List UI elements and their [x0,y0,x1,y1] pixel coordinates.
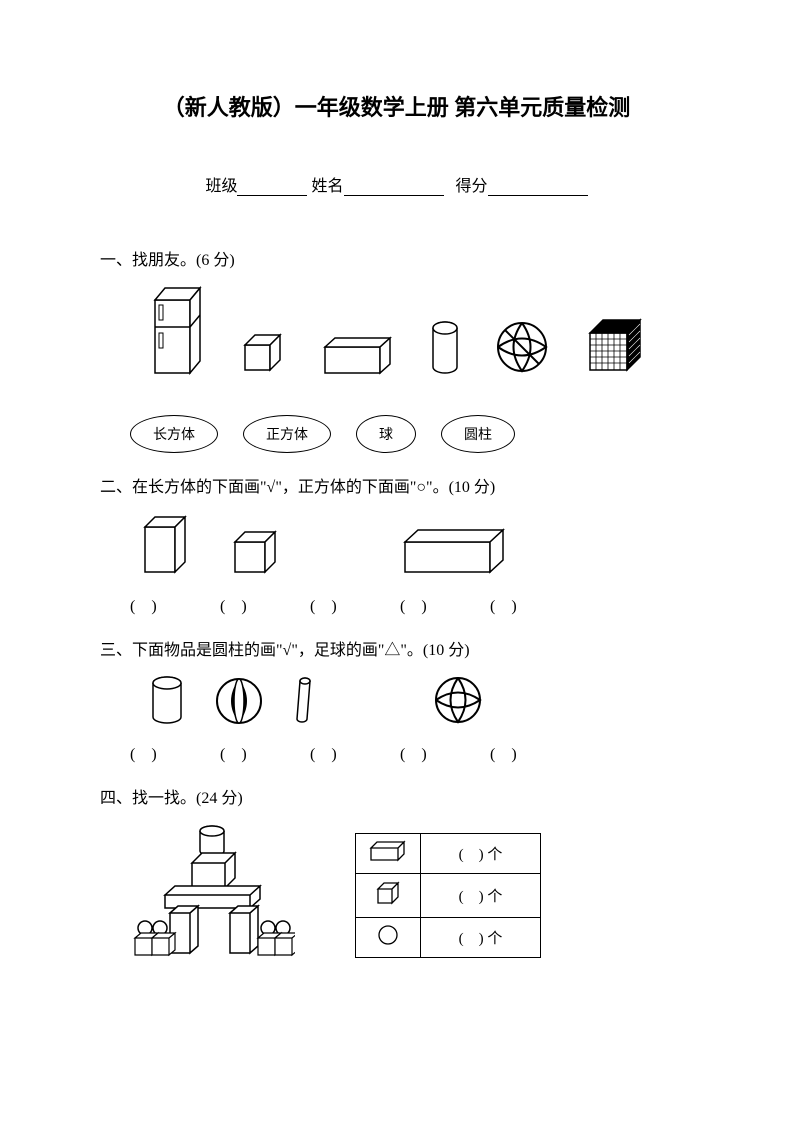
q2-blank[interactable]: ( ) [220,592,310,616]
q1-labels: 长方体 正方体 球 圆柱 [100,415,693,453]
page-title: （新人教版）一年级数学上册 第六单元质量检测 [100,90,693,122]
q3-blank[interactable]: ( ) [490,740,580,764]
q4-content: ( ) 个 ( ) 个 ( ) 个 [100,823,693,963]
q3-shapes [100,675,693,725]
cuboid-cell [356,834,421,874]
cuboid-icon [320,335,395,375]
cylinder-icon [430,320,460,375]
count-cell[interactable]: ( ) 个 [421,874,541,918]
q2-blank[interactable]: ( ) [490,592,580,616]
small-circle-icon [377,924,399,946]
q3-answers: ( ) ( ) ( ) ( ) ( ) [100,740,693,764]
class-label: 班级 [205,178,237,195]
ball-icon [495,320,550,375]
count-cell[interactable]: ( ) 个 [421,918,541,958]
q3-blank[interactable]: ( ) [310,740,400,764]
label-cuboid: 长方体 [130,415,218,453]
long-cuboid-icon [400,527,510,577]
table-row: ( ) 个 [356,918,541,958]
thin-cylinder-icon [293,675,313,725]
count-cell[interactable]: ( ) 个 [421,834,541,874]
q2-blank[interactable]: ( ) [310,592,400,616]
cube-icon [240,330,285,375]
fridge-icon [150,285,205,375]
q3-blank[interactable]: ( ) [220,740,310,764]
cube-cell [356,874,421,918]
q2-blank[interactable]: ( ) [130,592,220,616]
class-blank[interactable] [237,178,307,196]
q2-blank[interactable]: ( ) [400,592,490,616]
name-label: 姓名 [311,178,343,195]
volleyball-icon [433,675,483,725]
label-cube: 正方体 [243,415,331,453]
cube2-icon [230,527,280,577]
grid-cube-icon [585,315,645,375]
q3-blank[interactable]: ( ) [400,740,490,764]
q2-title: 二、在长方体的下面画"√"，正方体的下面画"○"。(10 分) [100,473,693,497]
circle-cell [356,918,421,958]
tall-cuboid-icon [140,512,190,577]
label-cylinder: 圆柱 [441,415,515,453]
q2-answers: ( ) ( ) ( ) ( ) ( ) [100,592,693,616]
q1-shapes [100,285,693,375]
small-cuboid-icon [368,840,408,862]
student-info: 班级 姓名 得分 [100,172,693,196]
table-row: ( ) 个 [356,834,541,874]
table-row: ( ) 个 [356,874,541,918]
castle-icon [130,823,295,963]
q4-table: ( ) 个 ( ) 个 ( ) 个 [355,833,541,958]
small-cube-icon [375,880,401,906]
label-sphere: 球 [356,415,416,453]
score-blank[interactable] [488,178,588,196]
q3-title: 三、下面物品是圆柱的画"√"，足球的画"△"。(10 分) [100,636,693,660]
q2-shapes [100,512,693,577]
name-blank[interactable] [344,178,444,196]
score-label: 得分 [456,178,488,195]
q3-blank[interactable]: ( ) [130,740,220,764]
q4-title: 四、找一找。(24 分) [100,784,693,808]
q1-title: 一、找朋友。(6 分) [100,246,693,270]
cylinder2-icon [150,675,185,725]
beachball-icon [215,677,263,725]
